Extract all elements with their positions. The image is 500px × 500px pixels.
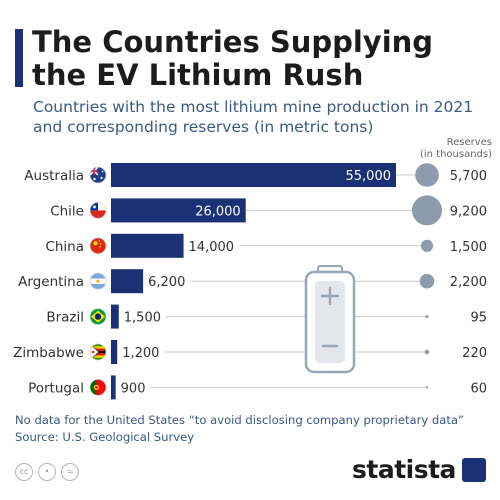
bar-value-label: 900 (121, 381, 146, 396)
reserve-value-label: 220 (462, 346, 487, 361)
statista-logo[interactable]: statista (352, 455, 456, 484)
bar (111, 233, 184, 258)
cc-icon[interactable]: cc (15, 463, 33, 481)
bar (111, 269, 144, 294)
bar-value-label: 26,000 (195, 204, 241, 219)
chile-flag-icon (89, 201, 107, 219)
argentina-flag-icon (89, 272, 107, 290)
reserve-value-label: 60 (470, 381, 487, 396)
china-flag-icon (89, 237, 107, 255)
statista-logo-mark (462, 458, 486, 482)
source-note: Source: U.S. Geological Survey (15, 430, 195, 444)
reserve-value-label: 2,200 (450, 275, 487, 290)
reserve-value-label: 95 (470, 311, 487, 326)
chart-subtitle: Countries with the most lithium mine pro… (33, 98, 474, 136)
chart-title: The Countries Supplying the EV Lithium R… (32, 25, 434, 92)
bar (111, 163, 396, 187)
category-label: Chile (50, 203, 84, 219)
category-label: Australia (24, 168, 84, 184)
category-label: Brazil (46, 310, 84, 326)
person-icon[interactable]: • (38, 463, 56, 481)
zimbabwe-flag-icon (89, 343, 107, 361)
bar (111, 304, 119, 329)
reserve-bubble (419, 273, 435, 289)
category-label: Argentina (18, 274, 84, 290)
bar-value-label: 14,000 (189, 240, 235, 255)
reserve-bubble (412, 195, 442, 226)
battery-icon (304, 265, 356, 374)
bar-value-label: 6,200 (148, 275, 185, 290)
title-accent-bar (15, 29, 23, 87)
equals-icon[interactable]: = (61, 463, 79, 481)
bar (111, 198, 246, 223)
footnote: No data for the United States “to avoid … (15, 413, 465, 427)
brazil-flag-icon (89, 308, 107, 326)
category-label: Portugal (28, 380, 84, 396)
reserve-bubble (420, 239, 434, 252)
reserve-value-label: 9,200 (450, 204, 487, 219)
lithium-bar-chart: Australia 55,000 5,700 Chile 26,000 9,200 Chin… (13, 163, 487, 400)
australia-flag-icon (89, 166, 107, 184)
reserve-bubble (415, 163, 439, 187)
reserve-bubble (425, 315, 429, 319)
reserves-header-line-1: Reserves (446, 137, 492, 148)
bar (111, 340, 118, 364)
bar (111, 375, 116, 400)
category-label: Zimbabwe (13, 345, 84, 361)
reserves-header-line-2: (in thousands) (419, 149, 492, 160)
portugal-flag-icon (89, 378, 107, 396)
reserve-bubble (424, 349, 430, 355)
reserves-header: Reserves (in thousands) (396, 137, 492, 161)
reserve-value-label: 5,700 (450, 169, 487, 184)
reserve-value-label: 1,500 (450, 240, 487, 255)
bar-value-label: 1,500 (124, 311, 161, 326)
bar-value-label: 1,200 (122, 346, 159, 361)
reserve-bubble (425, 386, 429, 389)
bar-value-label: 55,000 (346, 169, 392, 184)
category-label: China (45, 239, 84, 255)
